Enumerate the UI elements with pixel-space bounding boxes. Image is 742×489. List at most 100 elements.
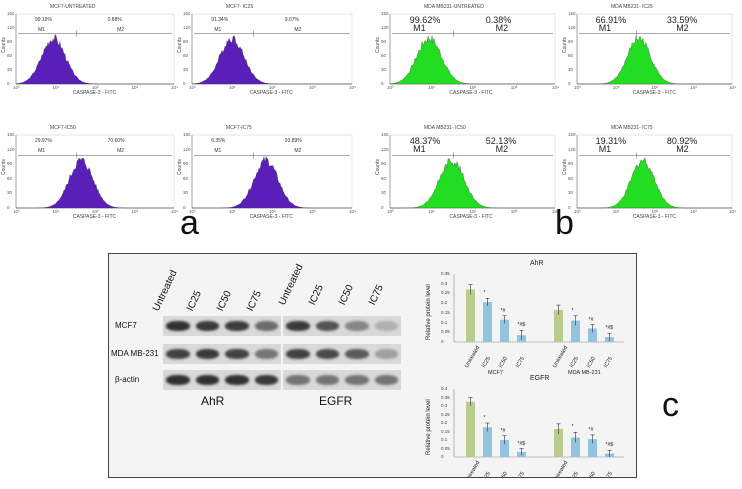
protein-band bbox=[345, 321, 369, 331]
protein-band bbox=[286, 349, 310, 359]
y-tick-label: 0 bbox=[7, 81, 10, 86]
category-label: Untreated bbox=[552, 460, 570, 478]
bar bbox=[483, 427, 492, 457]
x-tick-label: 10¹ bbox=[52, 209, 60, 214]
chart-y-tick: 0 bbox=[441, 454, 444, 459]
x-tick-label: 10³ bbox=[690, 209, 697, 214]
protein-band bbox=[166, 321, 190, 331]
flow-panel-title: MCF7-UNTREATED bbox=[50, 4, 96, 10]
y-tick-label: 30 bbox=[7, 190, 13, 196]
x-tick-label: 10¹ bbox=[428, 209, 435, 214]
histogram-fill bbox=[389, 35, 555, 85]
lane-label-egfr: IC50 bbox=[337, 283, 356, 307]
x-tick-label: 10⁴ bbox=[171, 209, 178, 214]
bar bbox=[588, 328, 597, 342]
category-label: IC75 bbox=[515, 470, 527, 478]
x-axis-label: CASPASE-3 - FITC bbox=[249, 214, 293, 220]
x-tick-label: 10¹ bbox=[428, 85, 435, 90]
y-tick-label: 0 bbox=[568, 205, 571, 210]
bar bbox=[554, 428, 563, 457]
y-axis-label: Counts bbox=[177, 36, 183, 53]
significance-mark: *#$ bbox=[517, 440, 526, 447]
x-tick-label: 10⁰ bbox=[574, 85, 581, 90]
y-tick-label: 150 bbox=[7, 132, 15, 137]
significance-mark: *#$ bbox=[605, 325, 614, 332]
y-tick-label: 60 bbox=[381, 175, 387, 181]
y-tick-label: 150 bbox=[183, 132, 191, 137]
y-axis-label: Counts bbox=[375, 36, 381, 53]
y-tick-label: 30 bbox=[381, 67, 387, 72]
protein-band bbox=[345, 375, 369, 385]
bar bbox=[500, 440, 509, 457]
protein-band bbox=[254, 375, 278, 385]
gate-m1-label: M1 bbox=[413, 22, 426, 33]
protein-band bbox=[166, 349, 190, 359]
flow-histogram bbox=[576, 13, 733, 85]
y-tick-label: 0 bbox=[381, 81, 384, 86]
protein-band bbox=[254, 321, 278, 331]
x-tick-label: 10¹ bbox=[52, 85, 60, 90]
gate-m2-label: M2 bbox=[495, 22, 509, 33]
y-tick-label: 30 bbox=[381, 190, 387, 196]
x-tick-label: 10¹ bbox=[612, 85, 620, 90]
gate-m1-label: M1 bbox=[38, 148, 46, 155]
histogram-fill bbox=[390, 158, 555, 209]
chart-y-tick: 0.05 bbox=[441, 445, 450, 451]
m2-percent: 0.38% bbox=[485, 15, 512, 26]
chart-y-tick: 0.3 bbox=[441, 280, 448, 286]
group-label: MCF7 bbox=[488, 370, 503, 376]
flow-histogram bbox=[389, 13, 556, 85]
category-label: IC75 bbox=[603, 470, 615, 478]
chart-y-tick: 0.35 bbox=[441, 271, 450, 276]
category-label: IC75 bbox=[603, 355, 615, 369]
y-axis-label: Counts bbox=[177, 159, 183, 176]
m1-percent: 48.37% bbox=[409, 136, 441, 147]
y-tick-label: 150 bbox=[568, 132, 576, 137]
protein-band bbox=[286, 321, 310, 331]
y-tick-label: 120 bbox=[7, 25, 15, 30]
m2-percent: 70.60% bbox=[107, 137, 125, 144]
y-tick-label: 30 bbox=[568, 190, 574, 196]
m1-percent: 29.97% bbox=[34, 137, 52, 144]
y-tick-label: 60 bbox=[568, 53, 574, 58]
flow-histogram bbox=[191, 134, 353, 209]
flow-panel-title: MDA MB231-UNTREATED bbox=[424, 4, 484, 10]
y-tick-label: 0 bbox=[381, 205, 384, 210]
flow-panel-title: MCF7-IC50 bbox=[50, 125, 76, 131]
lane-label-egfr: IC75 bbox=[367, 283, 386, 307]
y-tick-label: 0 bbox=[7, 205, 10, 210]
y-tick-label: 90 bbox=[568, 39, 574, 44]
chart-y-tick: 0.3 bbox=[441, 403, 448, 408]
flow-panel-title: MDA MB231- IC75 bbox=[611, 125, 653, 131]
y-tick-label: 150 bbox=[7, 11, 15, 16]
gate-m1-label: M1 bbox=[598, 144, 612, 155]
gate-m2-label: M2 bbox=[676, 22, 689, 33]
chart-y-label: Relative protein level bbox=[426, 399, 432, 455]
y-tick-label: 60 bbox=[7, 175, 13, 181]
y-tick-label: 90 bbox=[183, 161, 189, 167]
category-label: IC50 bbox=[586, 355, 598, 369]
y-tick-label: 120 bbox=[568, 25, 576, 30]
flow-panel-title: MDA MB231- IC50 bbox=[424, 125, 466, 131]
m2-percent: 93.89% bbox=[284, 137, 302, 144]
gate-m1-label: M1 bbox=[214, 26, 222, 33]
gate-m2-label: M2 bbox=[117, 26, 125, 33]
significance-mark: *# bbox=[500, 427, 506, 434]
significance-mark: * bbox=[571, 424, 574, 431]
significance-mark: * bbox=[483, 290, 486, 297]
y-tick-label: 90 bbox=[568, 161, 574, 167]
gate-m2-label: M2 bbox=[294, 148, 302, 155]
x-tick-label: 10³ bbox=[309, 209, 316, 214]
x-tick-label: 10² bbox=[651, 85, 659, 90]
chart-title: AhR bbox=[530, 260, 544, 267]
blot-strip bbox=[283, 316, 401, 336]
flow-panel-title: MCF7- IC25 bbox=[226, 4, 254, 10]
x-tick-label: 10³ bbox=[510, 209, 518, 214]
chart-y-label: Relative protein level bbox=[426, 284, 432, 340]
m2-percent: 80.92% bbox=[666, 136, 698, 147]
bar bbox=[483, 302, 492, 342]
blot-title-ahr: AhR bbox=[201, 394, 225, 408]
category-label: IC50 bbox=[498, 470, 510, 478]
flow-panel-title: MDA MB231- IC25 bbox=[611, 4, 653, 10]
m1-percent: 66.91% bbox=[595, 15, 627, 26]
